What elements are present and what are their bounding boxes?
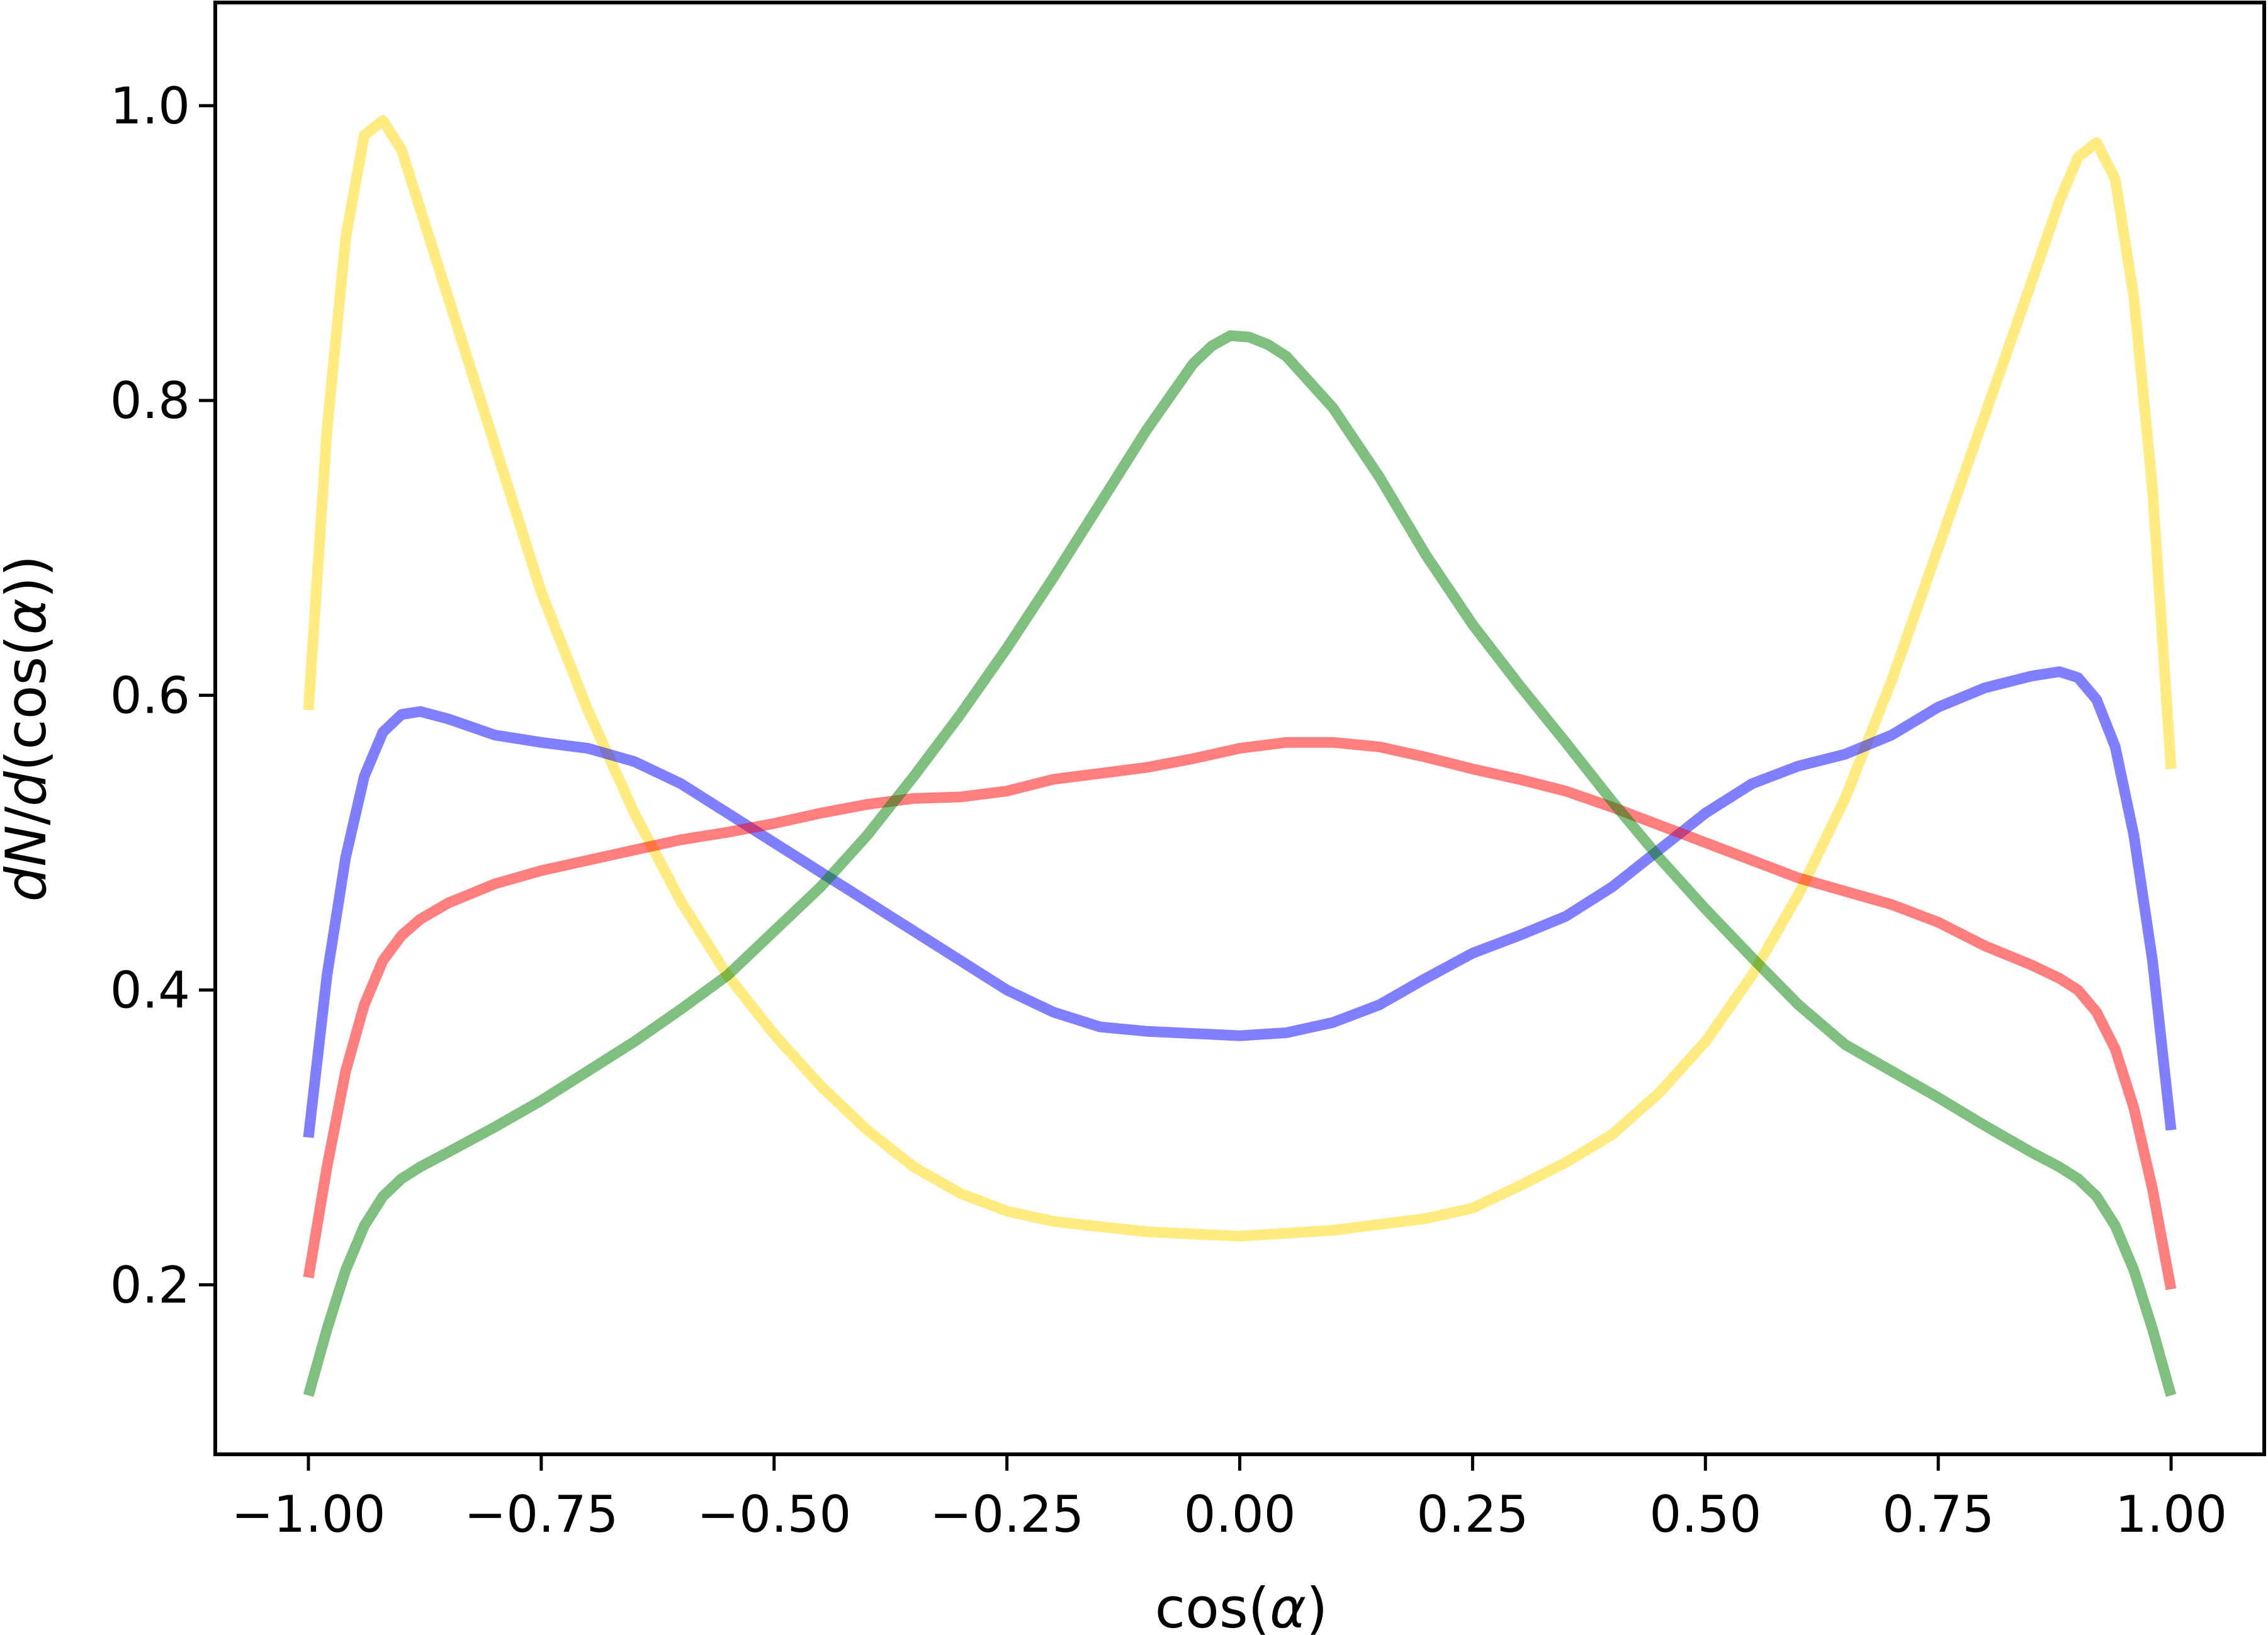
x-tick-label-1: −0.75 xyxy=(464,1485,618,1544)
x-axis-ticks: −1.00 −0.75 −0.50 −0.25 0.00 0.25 0.50 0.75 1.00 xyxy=(231,1454,2227,1544)
x-axis-title-symbol: α xyxy=(1270,1576,1306,1635)
y-axis-ticks: 0.2 0.4 0.6 0.8 1.0 xyxy=(110,77,215,1315)
y-tick-label-1: 0.4 xyxy=(110,961,190,1020)
x-tick-label-6: 0.50 xyxy=(1649,1485,1761,1544)
x-tick-label-5: 0.25 xyxy=(1416,1485,1528,1544)
series-line-1 xyxy=(303,115,2177,1242)
series-line-3 xyxy=(303,737,2177,1291)
series-line-2 xyxy=(303,666,2177,1138)
x-tick-label-7: 0.75 xyxy=(1882,1485,1994,1544)
y-tick-label-2: 0.6 xyxy=(110,666,190,725)
x-tick-label-8: 1.00 xyxy=(2115,1485,2227,1544)
x-tick-label-4: 0.00 xyxy=(1183,1485,1295,1544)
x-tick-label-2: −0.50 xyxy=(697,1485,851,1544)
y-tick-label-4: 1.0 xyxy=(110,77,190,135)
y-axis-title-dn: dN xyxy=(0,825,59,902)
y-tick-label-0: 0.2 xyxy=(110,1256,190,1315)
y-axis-title-d: d xyxy=(0,771,59,806)
y-axis-title-alpha: α xyxy=(0,598,59,635)
y-axis-title-cos: (cos( xyxy=(0,635,59,771)
series-layer xyxy=(303,115,2177,1397)
x-axis-title-suffix: ) xyxy=(1306,1576,1328,1635)
x-axis-title: cos(α) xyxy=(1155,1576,1328,1635)
y-axis-title-slash: / xyxy=(0,806,59,825)
x-axis-title-prefix: cos( xyxy=(1155,1576,1270,1635)
series-line-4 xyxy=(303,330,2177,1397)
x-tick-label-0: −1.00 xyxy=(231,1485,385,1544)
y-axis-title: dN/d(cos(α)) xyxy=(0,555,59,902)
x-tick-label-3: −0.25 xyxy=(930,1485,1084,1544)
plot-frame xyxy=(213,1,2266,1456)
y-tick-label-3: 0.8 xyxy=(110,371,190,430)
y-axis-title-close: )) xyxy=(0,555,59,599)
